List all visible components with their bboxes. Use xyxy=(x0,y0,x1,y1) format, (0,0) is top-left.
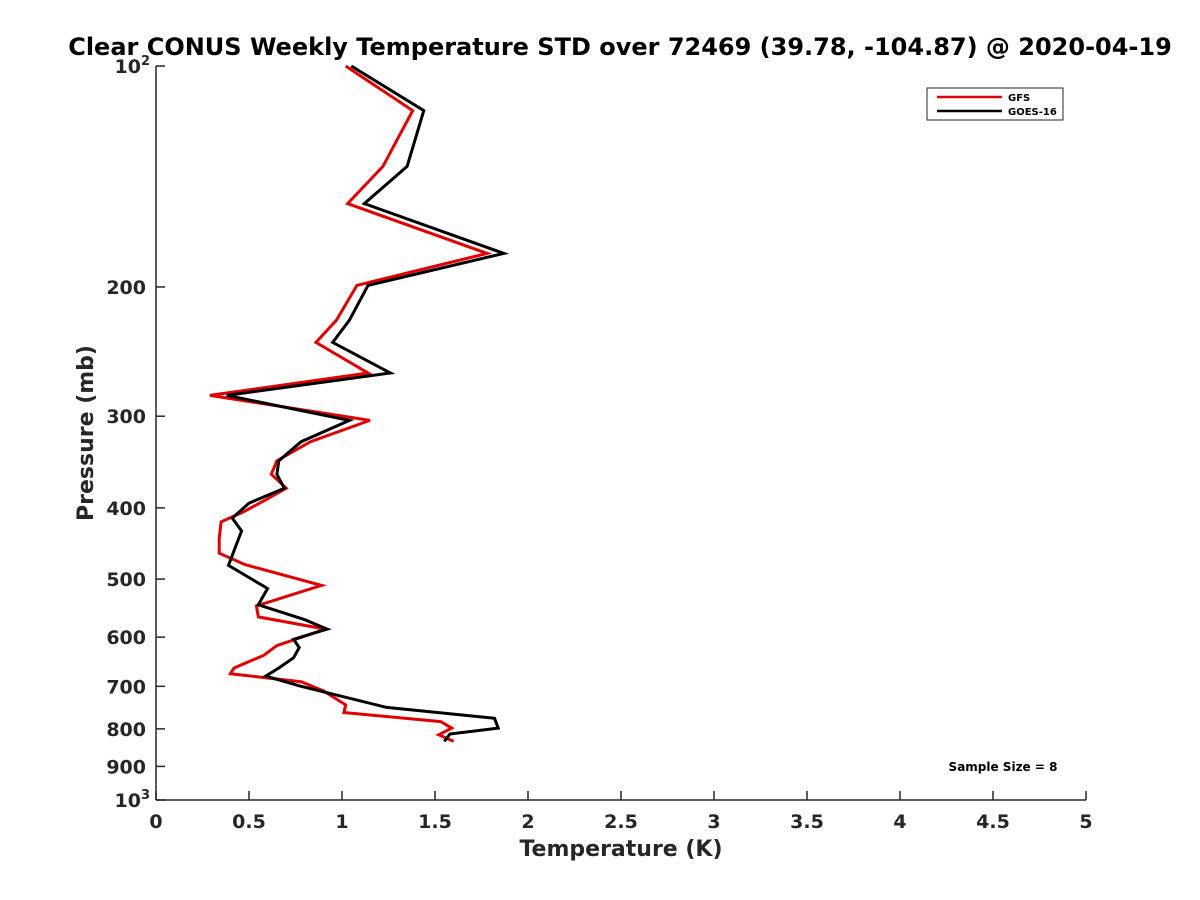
x-tick-label: 4 xyxy=(893,811,906,833)
series-line-gfs xyxy=(209,64,493,743)
series-layer xyxy=(209,64,510,743)
chart-title: Clear CONUS Weekly Temperature STD over … xyxy=(68,33,1172,61)
y-axis-ticks: 102 200 300 400 500 600 700 800 900 103 xyxy=(106,54,165,812)
y-tick-label: 600 xyxy=(106,627,146,649)
y-tick-label: 300 xyxy=(106,406,146,428)
y-tick-label: 500 xyxy=(106,569,146,591)
x-tick-label: 2 xyxy=(521,811,534,833)
legend-box xyxy=(926,87,1064,121)
x-tick-label: 0.5 xyxy=(232,811,266,833)
sample-size-annotation: Sample Size = 8 xyxy=(949,760,1058,774)
legend-label-goes16: GOES-16 xyxy=(1008,107,1057,118)
y-tick-label: 200 xyxy=(106,277,146,299)
x-tick-label: 3 xyxy=(707,811,720,833)
legend: GFS GOES-16 xyxy=(926,87,1064,121)
legend-label-gfs: GFS xyxy=(1008,93,1030,104)
y-tick-label: 102 xyxy=(115,54,151,78)
x-tick-label: 4.5 xyxy=(976,811,1010,833)
y-tick-label: 103 xyxy=(115,788,151,812)
x-tick-label: 5 xyxy=(1079,811,1092,833)
series-line-goes16 xyxy=(226,64,510,743)
y-axis-label: Pressure (mb) xyxy=(74,345,99,521)
y-tick-label: 400 xyxy=(106,498,146,520)
x-tick-label: 0 xyxy=(149,811,162,833)
plot-area xyxy=(155,66,1086,801)
x-tick-label: 2.5 xyxy=(604,811,638,833)
x-axis-ticks: 0 0.5 1 1.5 2 2.5 3 3.5 4 4.5 5 xyxy=(149,791,1093,833)
y-tick-label: 700 xyxy=(106,676,146,698)
x-tick-label: 1.5 xyxy=(418,811,452,833)
y-tick-label: 800 xyxy=(106,719,146,741)
x-tick-label: 1 xyxy=(335,811,348,833)
x-axis-label: Temperature (K) xyxy=(519,837,722,862)
x-tick-label: 3.5 xyxy=(790,811,824,833)
y-tick-label: 900 xyxy=(106,756,146,778)
